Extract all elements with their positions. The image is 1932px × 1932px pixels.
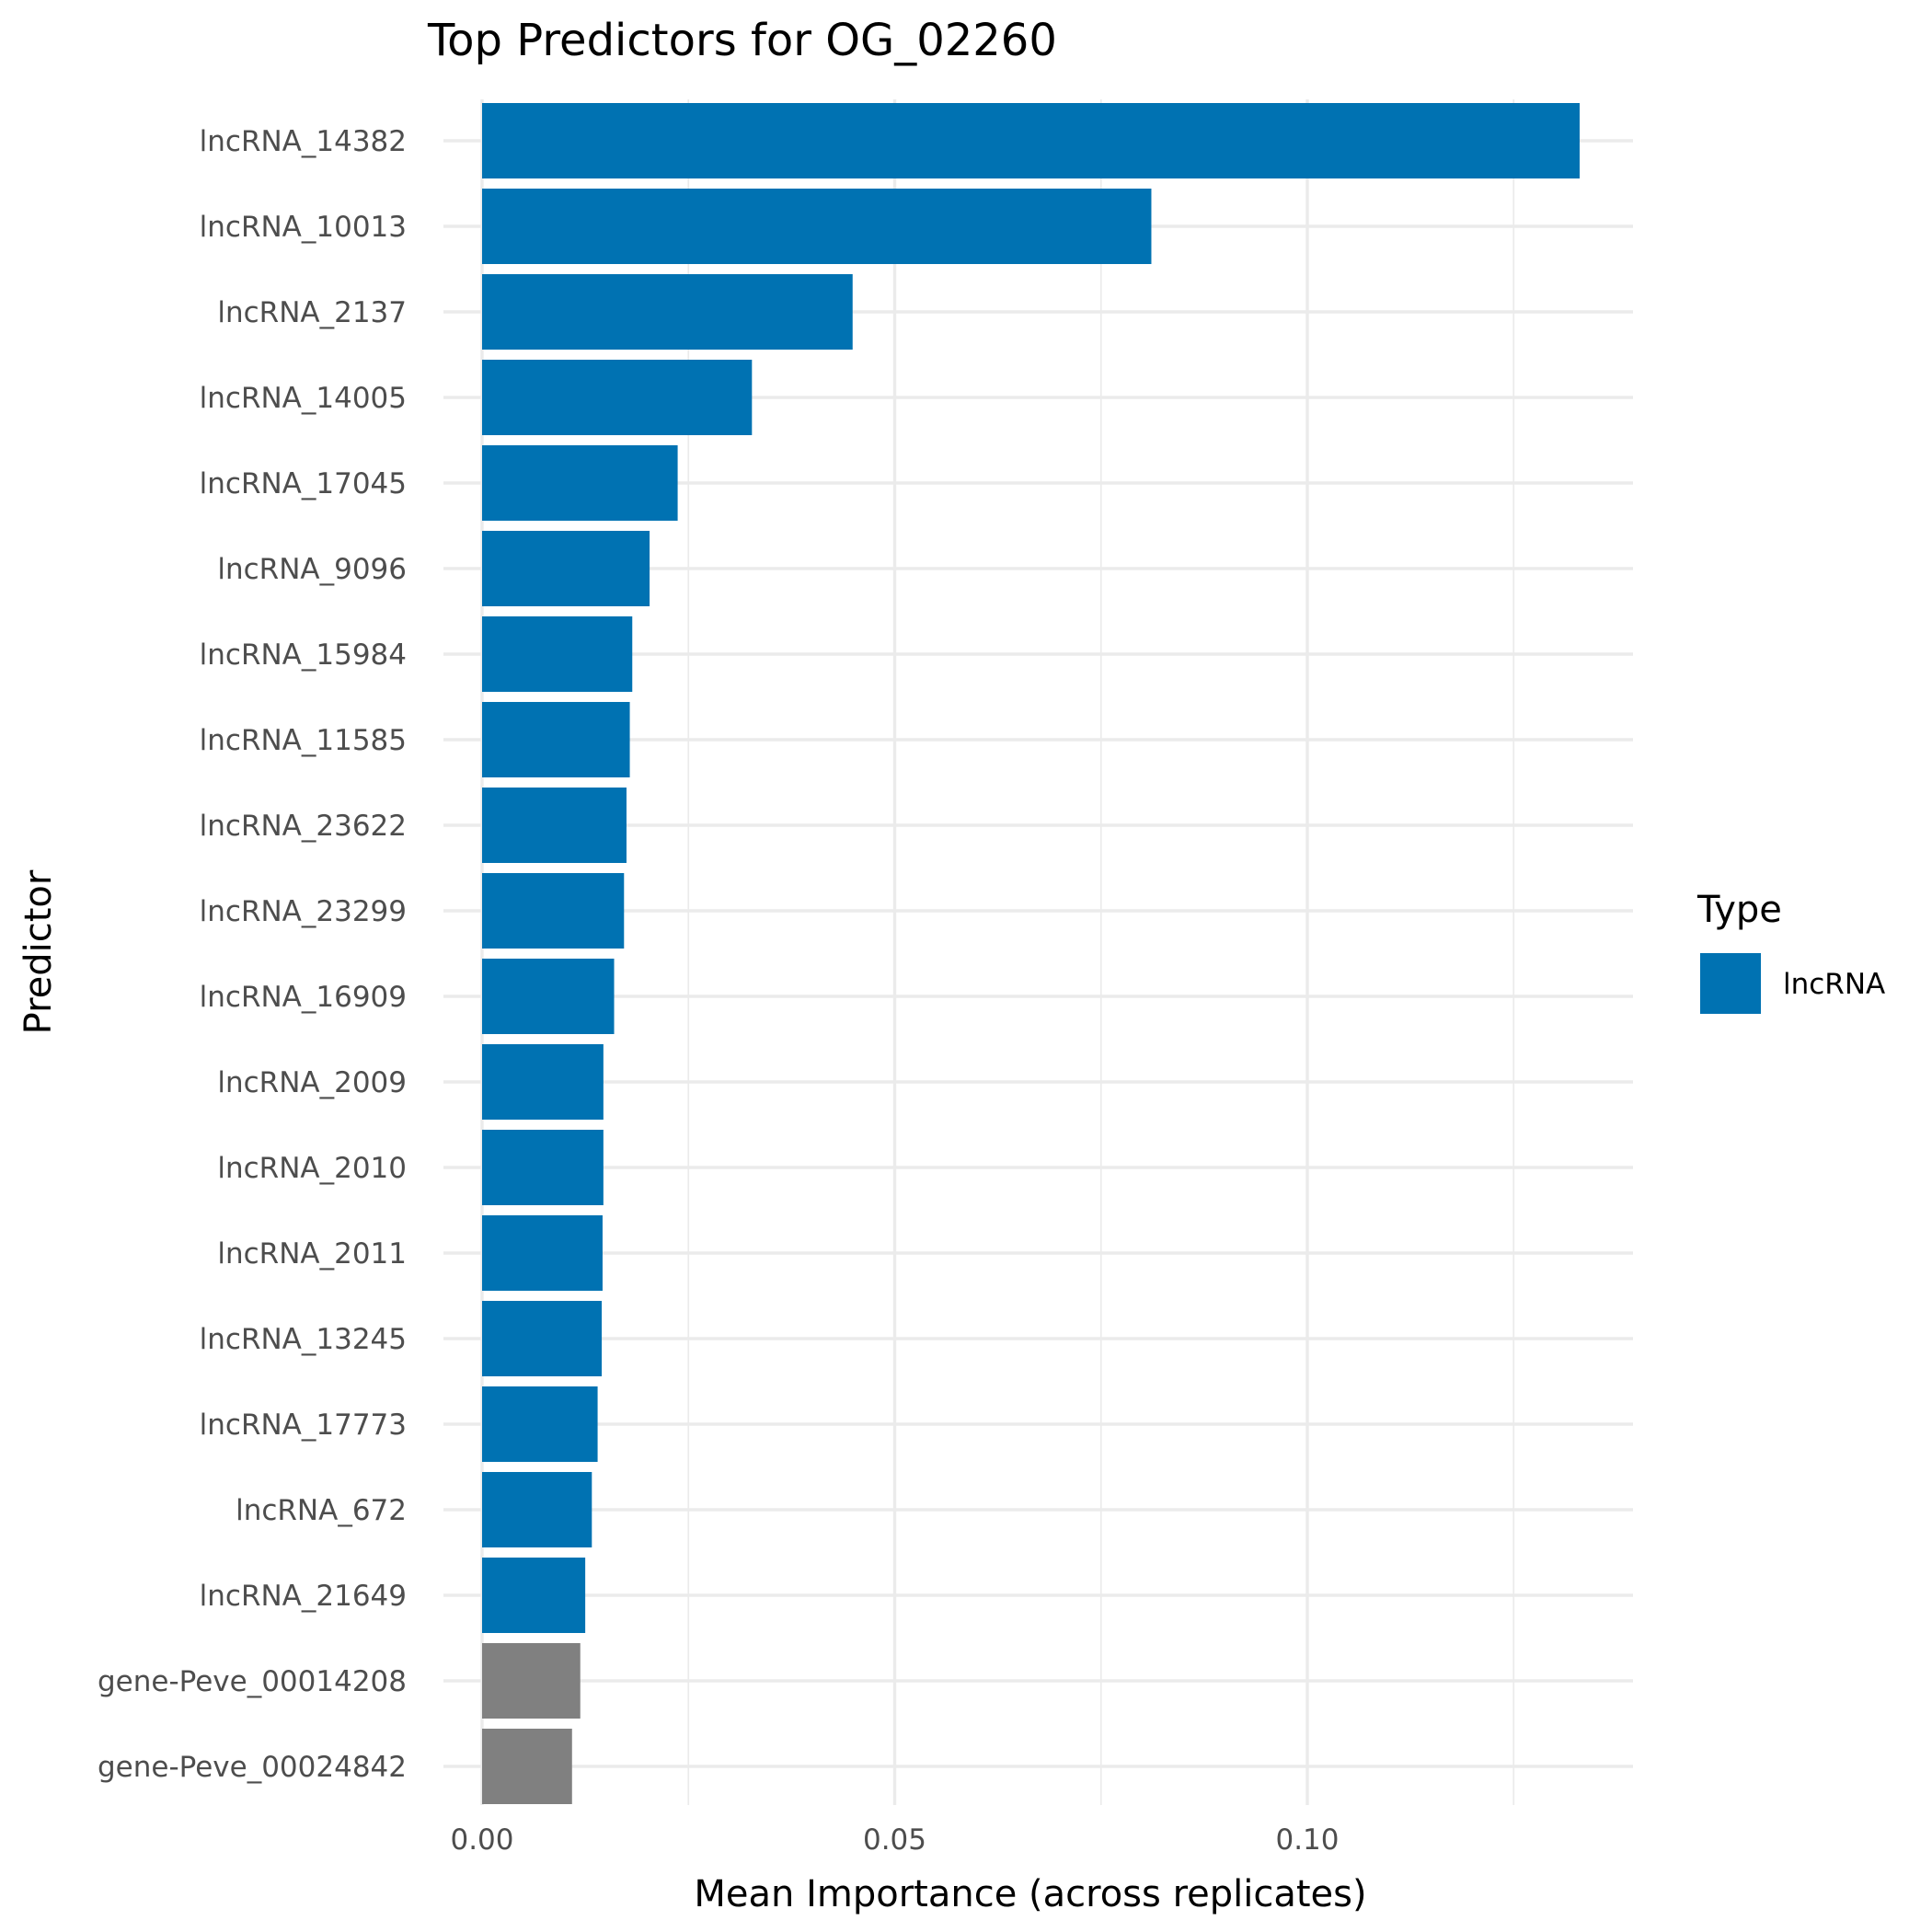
- x-tick-label: 0.05: [863, 1823, 926, 1857]
- bar-lncrna-672: [482, 1472, 592, 1547]
- bar-lncrna-21649: [482, 1558, 586, 1633]
- x-tick-label: 0.10: [1275, 1823, 1339, 1857]
- y-tick-label: lncRNA_10013: [200, 211, 407, 244]
- y-tick-label: lncRNA_21649: [200, 1580, 407, 1613]
- legend-label-lncrna: lncRNA: [1783, 968, 1885, 1001]
- y-tick-label: gene-Peve_00024842: [98, 1751, 407, 1784]
- bar-gene-peve-00024842: [482, 1729, 572, 1804]
- y-tick-label: lncRNA_17773: [200, 1409, 407, 1442]
- bar-lncrna-2011: [482, 1215, 603, 1291]
- y-tick-label: lncRNA_2009: [217, 1066, 407, 1099]
- y-axis-title: Predictor: [17, 869, 60, 1034]
- bar-lncrna-10013: [482, 189, 1152, 264]
- bar-lncrna-2137: [482, 274, 853, 350]
- y-tick-label: lncRNA_11585: [200, 724, 407, 757]
- bar-lncrna-16909: [482, 959, 615, 1034]
- y-tick-label: lncRNA_9096: [217, 553, 407, 586]
- bar-lncrna-17773: [482, 1386, 598, 1462]
- y-tick-label: lncRNA_14382: [200, 125, 407, 158]
- y-tick-label: lncRNA_2011: [217, 1237, 407, 1271]
- y-tick-labels: lncRNA_14382 lncRNA_10013 lncRNA_2137 lncRN…: [98, 125, 407, 1784]
- x-tick-label: 0.00: [450, 1823, 513, 1857]
- bar-lncrna-14005: [482, 360, 753, 435]
- bar-lncrna-23299: [482, 873, 625, 949]
- legend-title: Type: [1696, 889, 1782, 931]
- x-axis-title: Mean Importance (across replicates): [694, 1873, 1366, 1915]
- legend-swatch-lncrna: [1700, 953, 1761, 1014]
- y-tick-label: lncRNA_2010: [217, 1152, 407, 1185]
- bar-lncrna-17045: [482, 445, 678, 521]
- y-tick-label: lncRNA_672: [236, 1494, 407, 1527]
- y-tick-label: lncRNA_2137: [217, 296, 407, 329]
- bar-lncrna-2010: [482, 1130, 604, 1205]
- x-tick-labels: 0.00 0.05 0.10: [450, 1823, 1339, 1857]
- y-tick-label: lncRNA_14005: [200, 382, 407, 415]
- y-tick-label: lncRNA_13245: [200, 1323, 407, 1356]
- grid-layer: [443, 99, 1633, 1805]
- bar-gene-peve-00014208: [482, 1643, 581, 1719]
- y-tick-label: lncRNA_23299: [200, 895, 407, 928]
- bar-lncrna-13245: [482, 1301, 603, 1376]
- y-tick-label: lncRNA_17045: [200, 467, 407, 500]
- y-tick-label: lncRNA_15984: [200, 638, 407, 672]
- bar-lncrna-11585: [482, 702, 630, 777]
- bar-lncrna-15984: [482, 616, 633, 692]
- bar-lncrna-14382: [482, 103, 1581, 178]
- y-tick-label: lncRNA_23622: [200, 810, 407, 843]
- bars-layer: [482, 103, 1581, 1804]
- bar-lncrna-23622: [482, 788, 627, 863]
- y-tick-label: gene-Peve_00014208: [98, 1665, 407, 1698]
- chart-title: Top Predictors for OG_02260: [427, 15, 1057, 66]
- bar-lncrna-2009: [482, 1044, 604, 1120]
- legend: Type lncRNA: [1696, 889, 1885, 1014]
- bar-lncrna-9096: [482, 531, 650, 606]
- y-tick-label: lncRNA_16909: [200, 981, 407, 1014]
